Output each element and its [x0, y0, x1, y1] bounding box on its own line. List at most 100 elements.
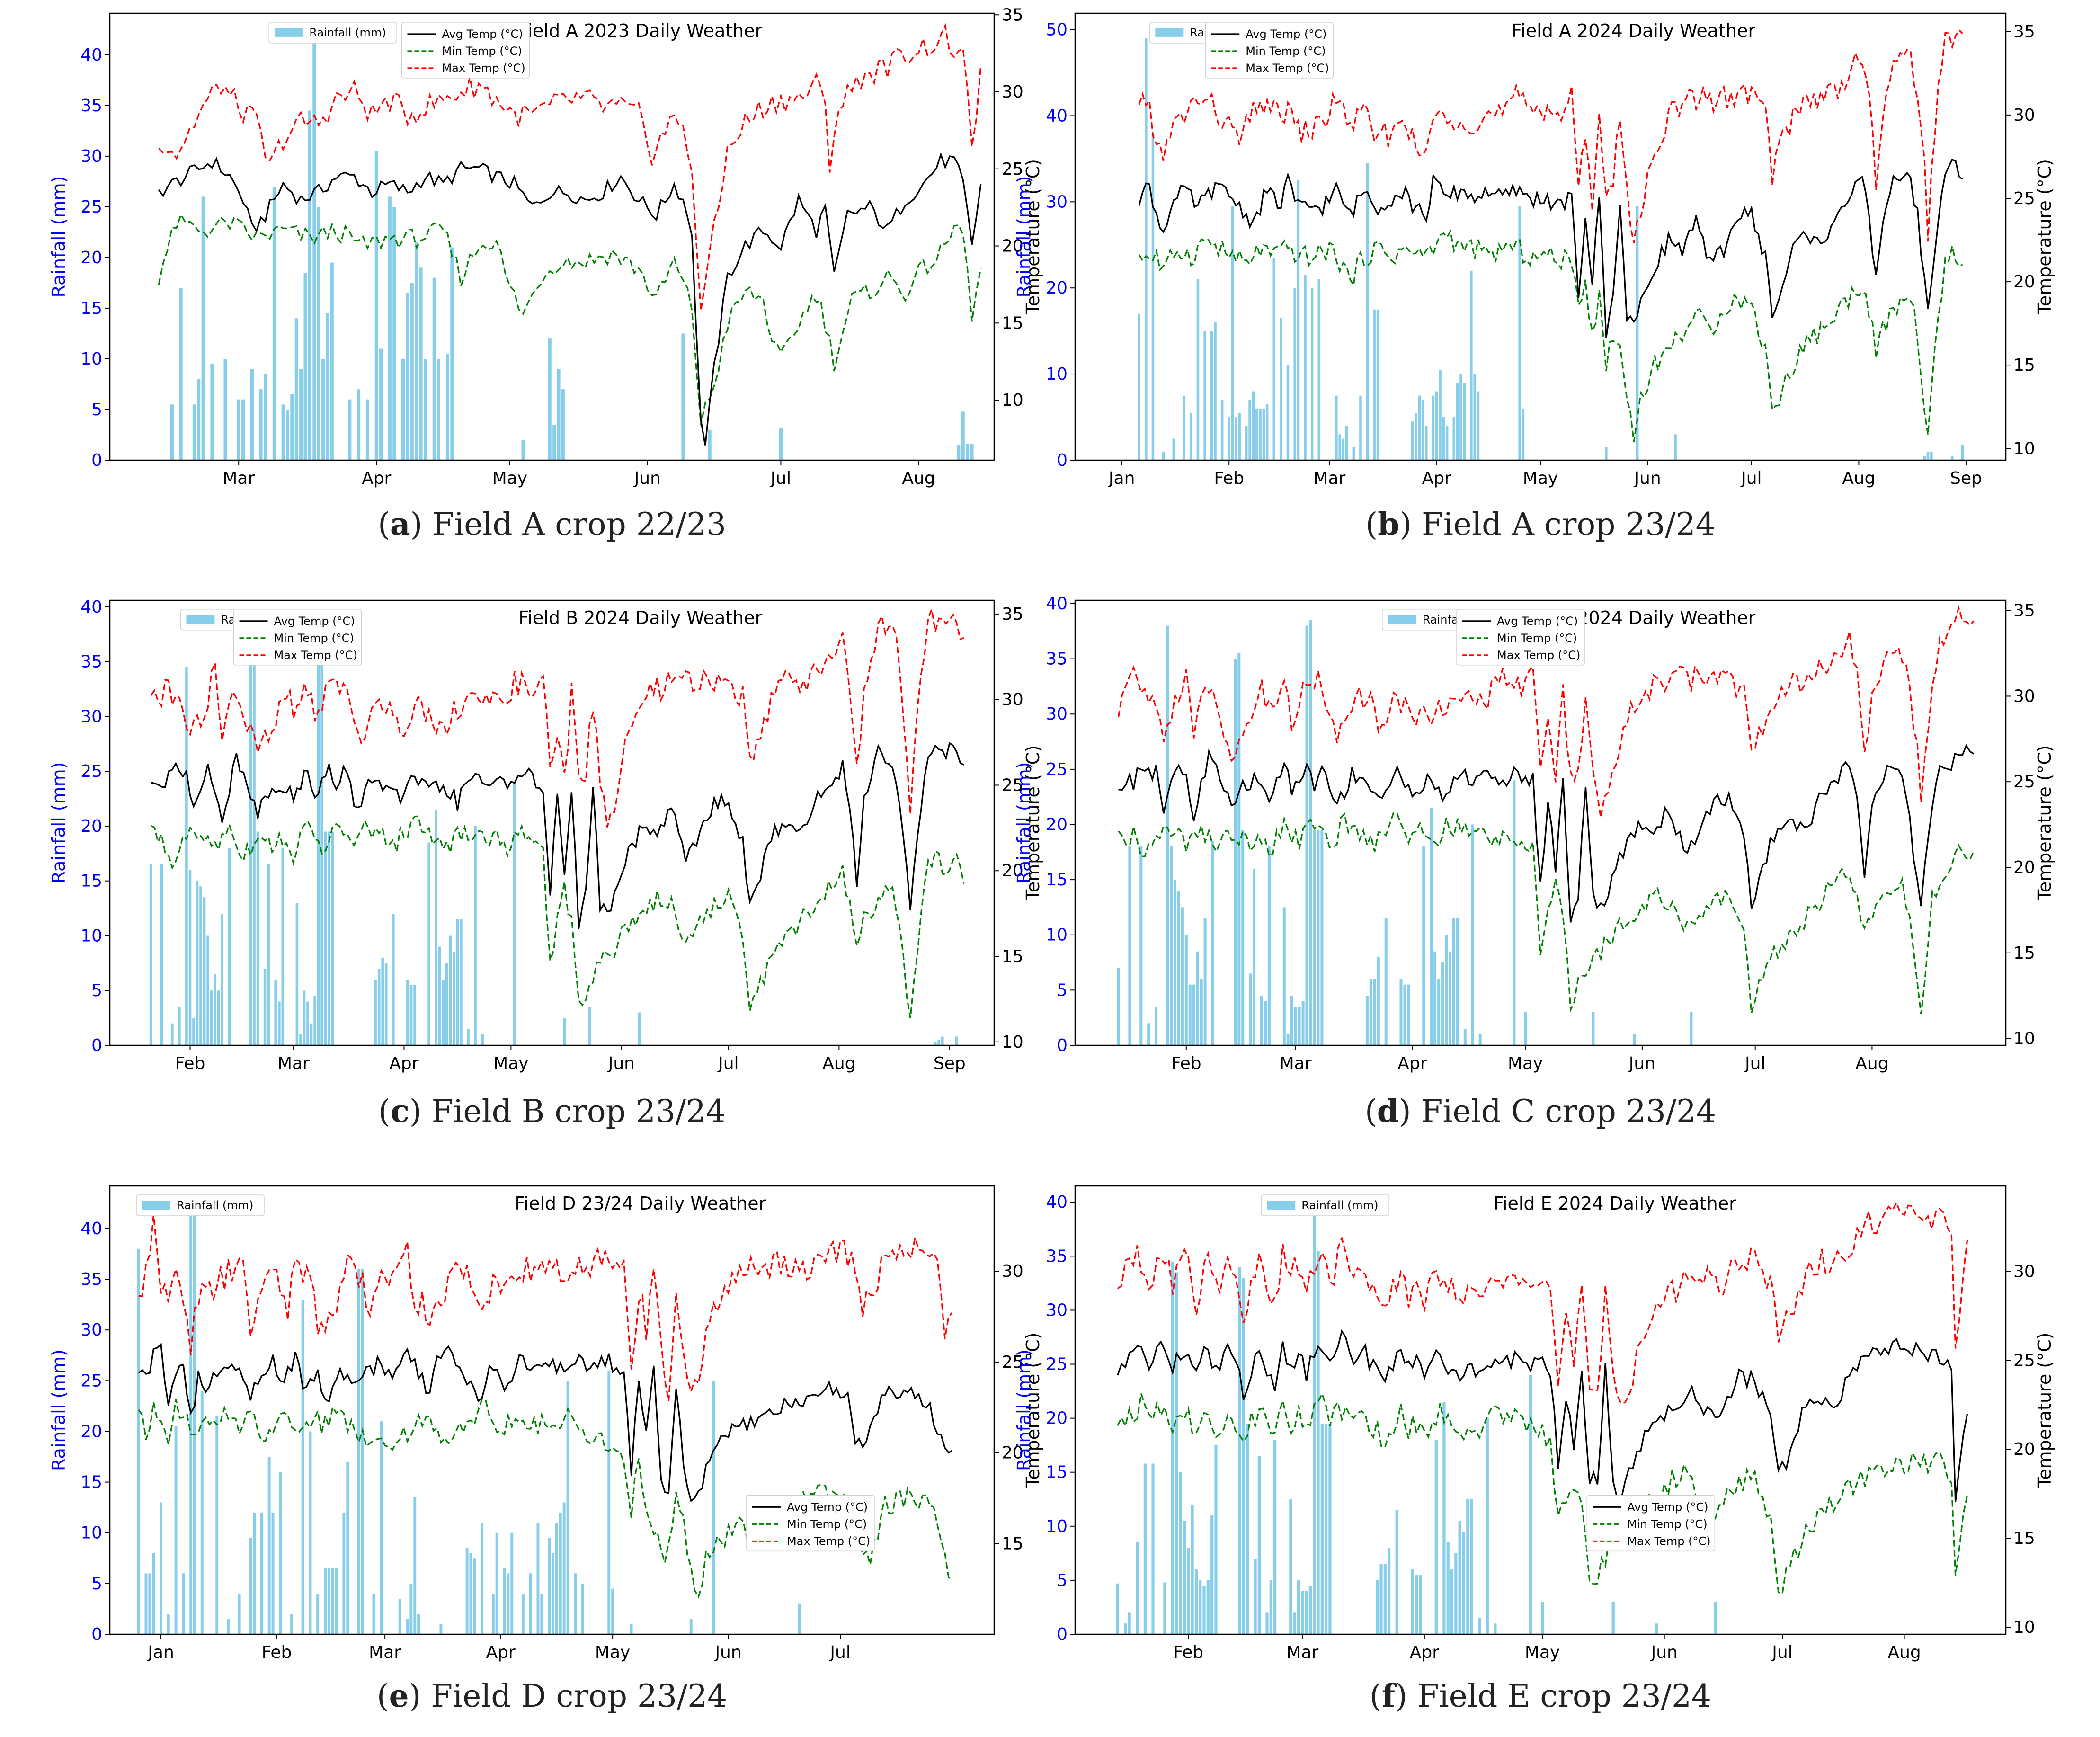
plot-frame — [109, 599, 995, 1046]
rainfall-bar — [1342, 438, 1345, 460]
rainfall-bar — [203, 897, 206, 1045]
rainfall-bar — [955, 1036, 958, 1045]
rainfall-bar — [566, 1381, 569, 1634]
rainfall-bar — [536, 1523, 540, 1634]
y-tick-label: 10 — [1046, 926, 1068, 945]
rainfall-bar — [1633, 1034, 1636, 1045]
rainfall-bars — [1116, 1207, 1717, 1634]
rainfall-bar — [281, 848, 285, 1045]
rainfall-bar — [467, 1029, 470, 1045]
rainfall-bar — [1442, 1402, 1446, 1634]
rainfall-bar — [1202, 1586, 1206, 1634]
rainfall-bar — [1264, 1001, 1267, 1045]
rainfall-bar — [1151, 133, 1155, 460]
rainfall-bar — [1128, 846, 1131, 1045]
x-axis: Feb Mar Apr May Jun Jul Aug — [1171, 1045, 1889, 1073]
rainfall-bar — [1309, 620, 1312, 1045]
y-tick-label: 15 — [80, 299, 102, 318]
legend-swatch-rain — [1267, 1201, 1296, 1210]
rainfall-bar — [588, 1007, 591, 1045]
rainfall-bar — [1636, 206, 1639, 460]
rainfall-bar — [1384, 918, 1388, 1045]
rainfall-bar — [192, 1018, 195, 1045]
rainfall-bar — [1175, 1272, 1178, 1634]
rainfall-bar — [1245, 426, 1248, 460]
y2-tick-label: 35 — [1002, 5, 1023, 25]
temperature-axis: 10 15 20 25 30 35 Temperature (°C) — [994, 5, 1043, 410]
panel-caption: (e) Field D crop 23/24 — [377, 1677, 727, 1714]
rainfall-bar — [1289, 1499, 1292, 1634]
y-tick-label: 5 — [91, 981, 102, 1000]
rainfall-bar — [279, 1472, 282, 1634]
rainfall-bar — [1147, 1023, 1150, 1045]
y-tick-label: 30 — [80, 147, 102, 166]
x-axis: Jan Feb Mar Apr May Jun Jul Aug Sep — [1108, 460, 1982, 488]
rainfall-bar — [1241, 830, 1245, 1045]
temperature-axis: 15 20 25 30 Temperature (°C) — [994, 1262, 1043, 1553]
caption-text: ) Field D crop 23/24 — [409, 1678, 728, 1714]
caption-letter: a — [390, 506, 410, 543]
legend-label-min: Min Temp (°C) — [1497, 632, 1577, 645]
rainfall-bar — [540, 1594, 543, 1634]
rainfall-bar — [1116, 1583, 1119, 1634]
rainfall-axis-label: Rainfall (mm) — [48, 1349, 69, 1471]
rainfall-bar — [1411, 421, 1414, 460]
rainfall-bar — [348, 399, 352, 460]
rainfall-bar — [1273, 1440, 1277, 1634]
max-temp-line — [1138, 28, 1963, 243]
rainfall-bar — [189, 1203, 193, 1634]
rainfall-bar — [1305, 625, 1308, 1045]
rainfall-bar — [1449, 951, 1451, 1045]
rainfall-axis-label: Rainfall (mm) — [1014, 176, 1034, 297]
rainfall-bar — [160, 1502, 162, 1634]
legend-swatch-rain — [186, 615, 215, 624]
y-tick-label: 10 — [80, 349, 102, 369]
y-tick-label: 20 — [1046, 815, 1068, 834]
rainfall-bar — [1419, 1575, 1422, 1634]
rainfall-bar — [178, 1007, 181, 1045]
rainfall-bar — [607, 1370, 611, 1634]
y-tick-label: 25 — [1046, 1355, 1068, 1374]
rainfall-bar — [1177, 891, 1180, 1045]
panel-caption: (a) Field A crop 22/23 — [378, 506, 726, 543]
rainfall-bar — [1317, 830, 1320, 1045]
rainfall-bar — [937, 1040, 940, 1045]
rainfall-bar — [961, 411, 965, 460]
rainfall-bar — [185, 667, 188, 1045]
y-tick-label: 20 — [1046, 278, 1068, 298]
rainfall-bar — [779, 428, 783, 460]
caption-letter: c — [391, 1093, 409, 1130]
rainfall-bar — [1366, 163, 1369, 460]
y-tick-label: 35 — [1046, 1247, 1068, 1266]
caption-text: ) Field B crop 23/24 — [409, 1093, 726, 1130]
rainfall-bar — [1200, 979, 1203, 1045]
rainfall-bar — [1433, 951, 1437, 1045]
rainfall-bar — [1253, 868, 1256, 1045]
x-tick-label: Feb — [1173, 1643, 1203, 1662]
y-tick-label: 30 — [1046, 1301, 1068, 1320]
rainfall-bar — [1415, 1575, 1418, 1634]
x-tick-label: Jun — [1650, 1643, 1678, 1662]
x-tick-label: Mar — [1280, 1054, 1312, 1073]
x-tick-label: May — [493, 1054, 528, 1073]
rainfall-bar — [1463, 1029, 1467, 1045]
x-tick-label: Aug — [1842, 469, 1875, 488]
rainfall-bar — [167, 1614, 170, 1634]
x-tick-label: Aug — [902, 469, 935, 488]
rainfall-bar — [1214, 1445, 1218, 1634]
rainfall-bar — [1383, 1564, 1387, 1634]
rainfall-bar — [1124, 1623, 1127, 1634]
x-tick-label: Feb — [175, 1054, 205, 1073]
legend-swatch-rain — [1388, 615, 1416, 624]
legend-box — [401, 22, 530, 79]
y-tick-label: 40 — [80, 597, 102, 617]
y2-tick-label: 15 — [2013, 1529, 2035, 1548]
x-axis: Jan Feb Mar Apr May Jun Jul — [147, 1634, 851, 1662]
y-tick-label: 30 — [1046, 704, 1068, 724]
rainfall-bar — [272, 187, 276, 460]
rainfall-bar — [1301, 1001, 1305, 1045]
rainfall-bar — [1462, 1532, 1466, 1634]
y-tick-label: 0 — [91, 451, 102, 470]
rainfall-bar — [1458, 1521, 1461, 1634]
rainfall-bar — [1435, 391, 1438, 460]
